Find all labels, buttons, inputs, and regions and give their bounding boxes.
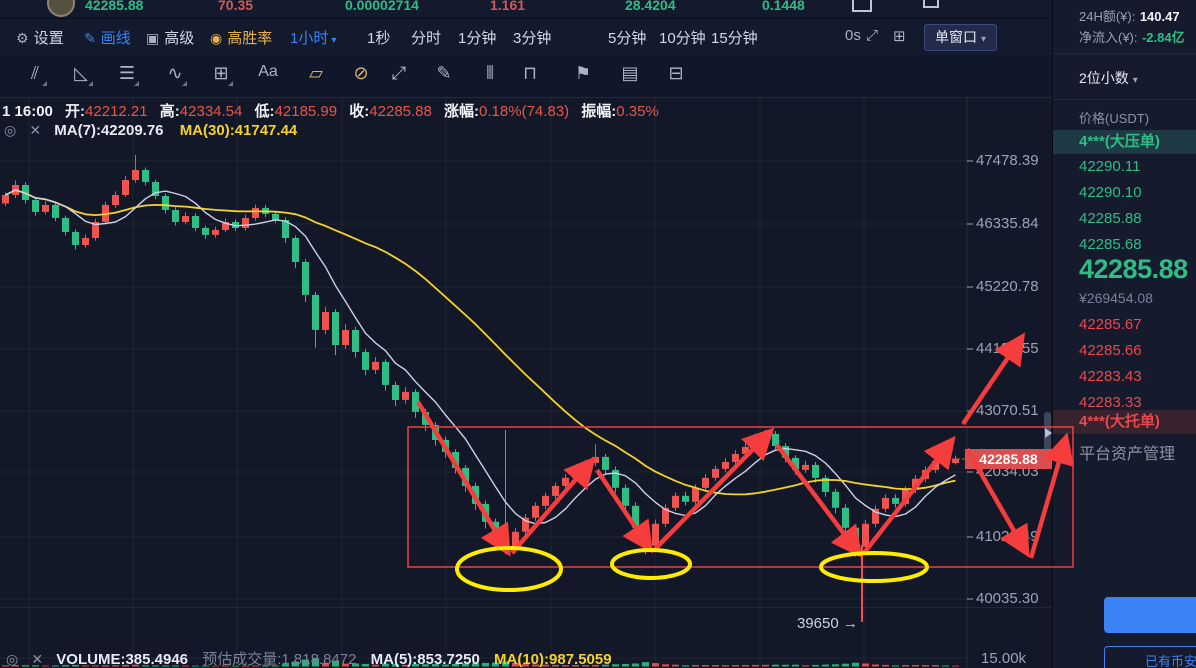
interval-15m[interactable]: 15分钟 <box>711 30 758 47</box>
circle-ruler-icon[interactable]: ⊘ <box>353 63 369 83</box>
briefcase-icon: ▣ <box>146 30 160 46</box>
ma7-value: MA(7):42209.76 <box>54 122 164 139</box>
ticker-strip: 42285.88 70.35 0.00002714 1.161 28.4204 … <box>0 0 1052 18</box>
pencil-icon: ✎ <box>84 30 96 46</box>
settings-button[interactable]: ⚙ 设置 <box>16 30 64 47</box>
add-window-icon[interactable]: ⊞ <box>893 28 906 45</box>
price-tick[interactable]: 46335.84 <box>976 215 1039 232</box>
last-price: 42285.88 <box>1079 254 1188 284</box>
visibility-icon[interactable]: ◎ <box>4 122 17 138</box>
chart-toolbar: ⚙ 设置 ✎ 画线 ▣ 高级 ◉ 高胜率 1小时 ▾ 1秒 分时 1分钟 3分钟 5分钟 … <box>0 18 1052 57</box>
ask-price[interactable]: 42285.88 <box>1079 210 1142 227</box>
window-mode-button[interactable]: 单窗口 ▾ <box>924 24 998 51</box>
ma-legend: ◎ ✕ MA(7):42209.76 MA(30):41747.44 <box>4 122 297 139</box>
buy-wall-row[interactable]: 4***(大托单) <box>1053 410 1196 434</box>
interval-5m[interactable]: 5分钟 <box>608 30 647 47</box>
horizontal-lines-icon[interactable]: ☰ <box>114 63 140 86</box>
bid-price[interactable]: 42283.33 <box>1079 394 1142 411</box>
sell-wall-row[interactable]: 4***(大压单) <box>1053 130 1196 154</box>
interval-10m[interactable]: 10分钟 <box>659 30 706 47</box>
volume-legend: ◎ ✕ VOLUME:385.4946 预估成交量:1,818.8472 MA(… <box>6 648 612 668</box>
ruler-icon[interactable]: ▱ <box>309 63 323 83</box>
current-price-badge: 42285.88 <box>965 449 1052 469</box>
candle-pattern-icon[interactable]: ⫴ <box>486 63 494 83</box>
gear-icon: ⚙ <box>16 30 29 46</box>
advanced-button[interactable]: ▣ 高级 <box>146 30 195 47</box>
win-rate-button[interactable]: ◉ 高胜率 <box>210 30 273 47</box>
platform-asset-link[interactable]: 平台资产管理 <box>1079 446 1176 463</box>
template-edit-icon[interactable]: ▤ <box>621 63 639 83</box>
volume-estimate: 预估成交量:1,818.8472 <box>202 651 357 668</box>
box-plus-icon[interactable]: ⊞ <box>208 63 234 86</box>
gauge-icon: ◉ <box>210 30 223 46</box>
text-tool-icon[interactable]: Aa <box>258 63 278 80</box>
chevron-down-icon: ▾ <box>1132 75 1138 86</box>
candle-time: 1 16:00 <box>2 103 53 120</box>
interval-1m[interactable]: 1分钟 <box>458 30 497 47</box>
ticker-value[interactable]: 28.4204 <box>625 0 676 13</box>
net-inflow: 净流入(¥): -2.84亿 <box>1079 30 1185 45</box>
login-button[interactable]: 已有币安 <box>1104 646 1196 668</box>
visibility-icon[interactable]: ◎ <box>6 651 19 667</box>
bid-price[interactable]: 42285.67 <box>1079 316 1142 333</box>
shape-triangle-icon[interactable]: ◺ <box>68 63 94 86</box>
price-tick[interactable]: 40035.30 <box>976 590 1039 607</box>
volume-ma10: MA(10):987.5059 <box>494 651 612 668</box>
close-icon[interactable]: ✕ <box>31 651 44 667</box>
lock-icon[interactable]: ⊓ <box>522 63 538 83</box>
clipped-icon <box>923 0 939 8</box>
brush-icon[interactable]: ✎ <box>436 63 452 83</box>
price-column-header: 价格(USDT) <box>1079 111 1150 126</box>
bookmark-icon[interactable]: ⚑ <box>574 63 592 83</box>
close-icon[interactable]: ✕ <box>29 122 42 138</box>
price-tick[interactable]: 44132.55 <box>976 340 1039 357</box>
trash-icon[interactable]: ⊟ <box>668 63 684 83</box>
chevron-down-icon: ▾ <box>331 35 337 46</box>
last-price-cny: ¥269454.08 <box>1079 290 1153 306</box>
goto-latest-icon[interactable] <box>1045 428 1052 438</box>
ticker-value[interactable]: 42285.88 <box>85 0 144 13</box>
bid-price[interactable]: 42283.43 <box>1079 368 1142 385</box>
annotation-39650: 39650 → <box>797 615 858 632</box>
drawing-toolbar: ⫽ ◺ ☰ ∿ ⊞ Aa ▱ ⊘ ⤢ ✎ ⫴ ⊓ ⚑ ▤ ⊟ <box>0 55 1052 98</box>
trend-line-icon[interactable]: ⫽ <box>22 63 48 86</box>
ticker-value[interactable]: 0.00002714 <box>345 0 419 13</box>
interval-time[interactable]: 分时 <box>411 30 442 47</box>
chevron-down-icon: ▾ <box>981 34 987 45</box>
ma30-value: MA(30):41747.44 <box>179 122 298 139</box>
clipped-icon <box>852 0 872 12</box>
ask-price[interactable]: 42290.10 <box>1079 184 1142 201</box>
price-tick[interactable]: 45220.78 <box>976 278 1039 295</box>
decimals-dropdown[interactable]: 2位小数 ▾ <box>1079 70 1138 86</box>
volume-value: VOLUME:385.4946 <box>56 651 189 668</box>
signup-button[interactable] <box>1104 597 1196 633</box>
price-tick[interactable]: 43070.51 <box>976 402 1039 419</box>
turnover-24h: 24H额(¥): 140.47 <box>1079 9 1180 24</box>
interval-3m[interactable]: 3分钟 <box>513 30 552 47</box>
fullscreen-icon[interactable]: ⤢ <box>866 27 879 44</box>
ticker-value[interactable]: 0.1448 <box>762 0 805 13</box>
refresh-countdown: 0s <box>845 27 861 44</box>
ticker-value[interactable]: 1.161 <box>490 0 526 13</box>
price-tick[interactable]: 41022.49 <box>976 528 1039 545</box>
draw-line-button[interactable]: ✎ 画线 <box>84 30 131 47</box>
ticker-value[interactable]: 70.35 <box>218 0 254 13</box>
measure-icon[interactable]: ⤢ <box>391 63 407 83</box>
order-book-panel: 24H额(¥): 140.47 净流入(¥): -2.84亿 2位小数 ▾ 价格(… <box>1052 0 1196 668</box>
interval-1h[interactable]: 1小时 ▾ <box>290 30 337 47</box>
volume-ma5: MA(5):853.7250 <box>370 651 480 668</box>
interval-1s[interactable]: 1秒 <box>367 30 391 47</box>
ask-price[interactable]: 42285.68 <box>1079 236 1142 253</box>
volume-axis-tick[interactable]: 15.00k <box>981 650 1027 667</box>
bid-price[interactable]: 42285.66 <box>1079 342 1142 359</box>
ohlc-info: 1 16:00 开:42212.21 高:42334.54 低:42185.99… <box>2 103 659 120</box>
wave-pattern-icon[interactable]: ∿ <box>162 63 188 86</box>
price-tick[interactable]: 47478.39 <box>976 152 1039 169</box>
ask-price[interactable]: 42290.11 <box>1079 158 1141 175</box>
